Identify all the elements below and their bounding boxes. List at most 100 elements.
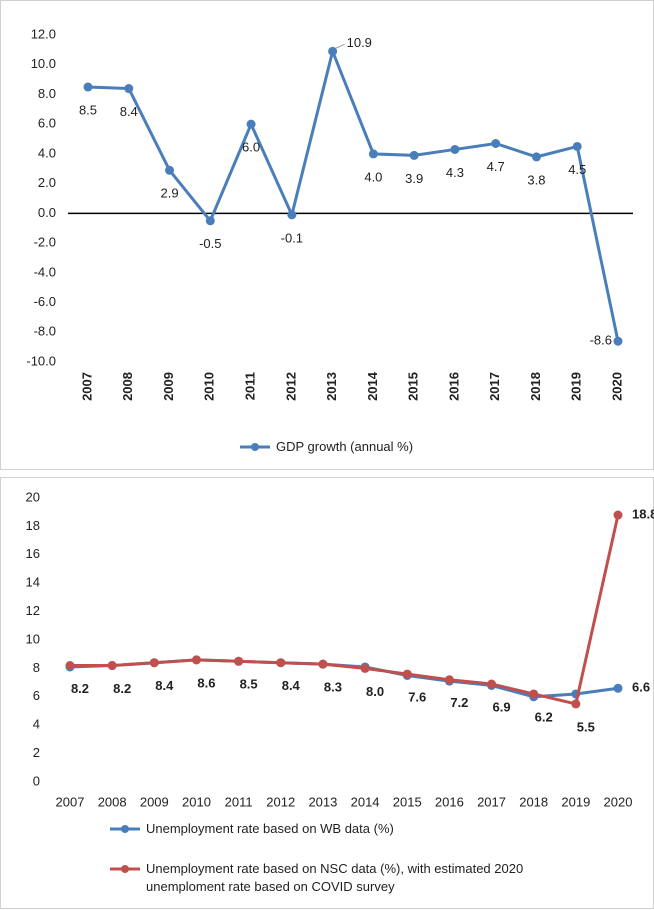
x-tick-label: 2015 [406,372,421,401]
y-tick-label: 4 [33,717,40,732]
data-label: 18.8 [632,506,654,521]
data-point [613,336,623,346]
x-tick-label: 2008 [120,372,135,401]
leader-line [335,43,345,49]
data-point [83,82,93,92]
data-label: 8.4 [155,678,174,693]
data-point [149,658,159,668]
x-tick-label: 2019 [569,372,584,401]
data-point [529,689,539,699]
data-point [409,150,419,160]
y-tick-label: 12.0 [31,26,56,41]
data-point [65,661,75,671]
x-tick-label: 2007 [79,372,94,401]
data-label: 8.2 [113,681,131,696]
y-tick-label: 10 [26,631,40,646]
data-label: 8.6 [197,675,215,690]
data-point [571,699,581,709]
data-point [450,144,460,154]
x-tick-label: 2012 [266,794,295,809]
data-label: 8.3 [324,680,342,695]
data-label: 8.4 [120,104,138,119]
x-tick-label: 2016 [446,372,461,401]
legend-item: Unemployment rate based on NSC data (%),… [146,861,523,894]
data-label: -0.5 [199,236,221,251]
x-tick-label: 2015 [393,794,422,809]
data-label: 6.2 [535,709,553,724]
data-label: 8.5 [79,102,97,117]
y-tick-label: 6 [33,688,40,703]
data-label: 6.6 [632,680,650,695]
x-tick-label: 2016 [435,794,464,809]
y-tick-label: -4.0 [34,264,56,279]
data-label: 8.4 [282,678,301,693]
y-tick-label: 20 [26,489,40,504]
data-point [360,663,370,673]
data-point [613,683,623,693]
x-tick-label: 2010 [202,372,217,401]
data-line [87,46,620,342]
data-label: 8.2 [71,681,89,696]
data-label: 6.9 [492,699,510,714]
data-label: -0.1 [281,230,303,245]
x-tick-label: 2018 [519,794,548,809]
x-tick-label: 2011 [225,794,253,809]
data-label: 8.5 [240,677,258,692]
y-tick-label: 2.0 [38,175,56,190]
data-label: 7.6 [408,690,426,705]
data-line [70,514,620,706]
data-point [572,141,582,151]
legend-item: GDP growth (annual %) [276,439,414,454]
data-label: -8.6 [590,333,612,348]
legend-label: Unemployment rate based on WB data (%) [146,821,394,836]
legend-label: GDP growth (annual %) [276,439,414,454]
y-tick-label: 6.0 [38,116,56,131]
x-tick-label: 2010 [182,794,211,809]
x-tick-label: 2012 [283,372,298,401]
data-label: 5.5 [577,719,595,734]
y-tick-label: 4.0 [38,145,56,160]
x-tick-label: 2019 [561,794,590,809]
data-point [487,679,497,689]
data-label: 3.9 [405,171,423,186]
y-tick-label: 14 [26,575,40,590]
x-tick-label: 2007 [56,794,85,809]
data-label: 4.5 [568,162,586,177]
legend-marker [121,825,129,833]
data-label: 7.2 [450,695,468,710]
data-point [246,119,256,129]
x-tick-label: 2017 [487,372,502,401]
y-tick-label: 12 [26,603,40,618]
x-tick-label: 2018 [528,372,543,401]
data-label: 4.7 [487,159,505,174]
y-tick-label: 16 [26,546,40,561]
legend-item: Unemployment rate based on WB data (%) [146,821,394,836]
x-tick-label: 2014 [365,371,380,401]
data-point [191,655,201,665]
data-point [491,139,501,149]
data-point [124,84,134,94]
y-tick-label: 0 [33,773,40,788]
y-tick-label: 8.0 [38,86,56,101]
data-point [234,656,244,666]
y-tick-label: 18 [26,518,40,533]
data-point [531,152,541,162]
y-tick-label: 2 [33,745,40,760]
y-tick-label: -8.0 [34,324,56,339]
x-tick-label: 2017 [477,794,506,809]
x-tick-label: 2013 [324,372,339,401]
x-tick-label: 2014 [351,794,380,809]
data-point [328,46,338,56]
y-tick-label: -6.0 [34,294,56,309]
data-point [368,149,378,159]
data-point [165,165,175,175]
x-tick-label: 2020 [604,794,633,809]
x-tick-label: 2013 [308,794,337,809]
x-tick-label: 2011 [243,372,258,400]
data-label: 6.0 [242,140,260,155]
data-label: 10.9 [347,35,372,50]
data-point [402,669,412,679]
data-point [276,658,286,668]
